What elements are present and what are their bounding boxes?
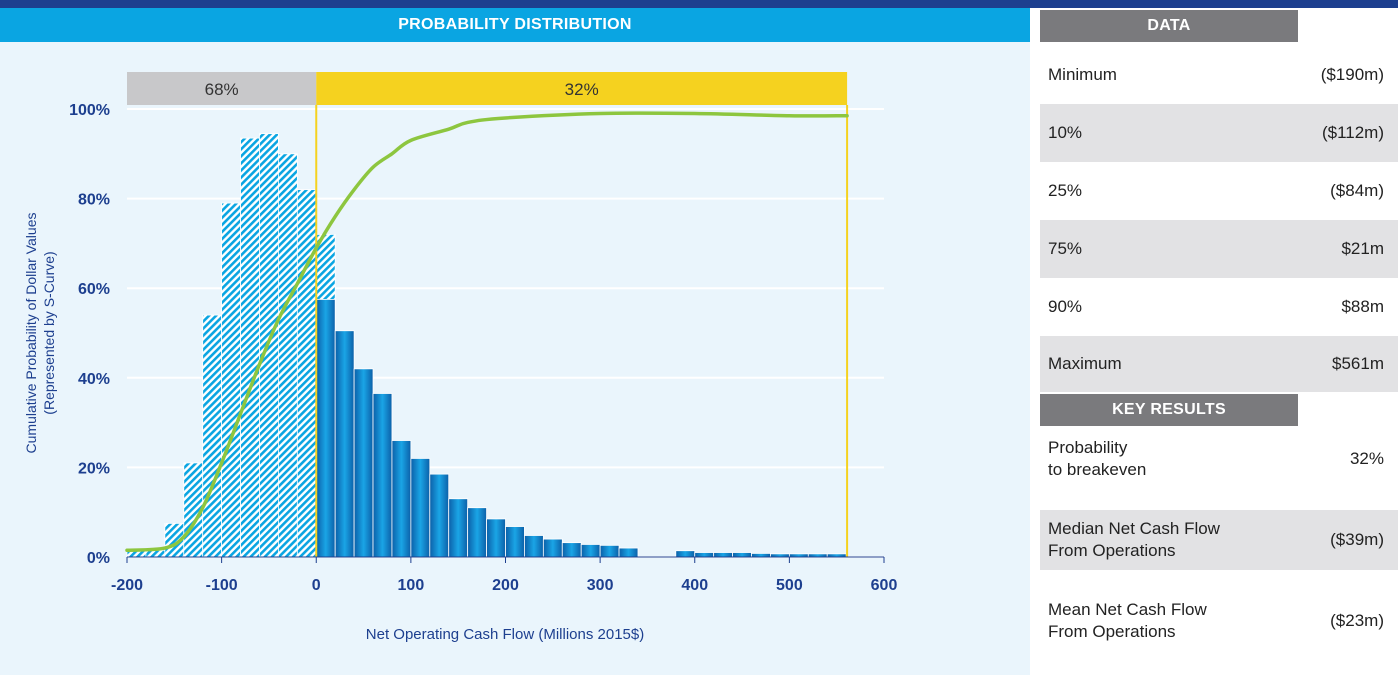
key-row-label-line2: From Operations <box>1048 541 1176 560</box>
data-row-maximum: Maximum $561m <box>1040 336 1398 392</box>
histogram-bar <box>391 440 412 558</box>
histogram-bar-hatched <box>240 137 260 558</box>
x-tick-label: 500 <box>776 577 803 594</box>
histogram-bar <box>410 458 431 558</box>
data-row-value: $88m <box>1341 297 1384 316</box>
histogram-bar <box>618 547 639 558</box>
data-row-label: 25% <box>1048 181 1083 200</box>
data-panel: DATA Minimum ($190m) 10% ($112m) 25% ($8… <box>1030 8 1398 675</box>
distribution-chart: 68% 32% 0% 20% 40% 60% 80% 100% -200 -100 0 100 200 3… <box>23 72 898 643</box>
x-tick-label: -200 <box>111 577 143 594</box>
x-tick-label: 300 <box>587 577 614 594</box>
data-row-value: ($190m) <box>1320 65 1384 84</box>
histogram-bar <box>334 330 355 558</box>
key-row-label: Median Net Cash Flow From Operations <box>1048 518 1220 562</box>
key-row-value: ($23m) <box>1330 611 1384 630</box>
x-tick-label: -100 <box>206 577 238 594</box>
data-row-25: 25% ($84m) <box>1040 162 1398 220</box>
histogram-bar <box>580 544 601 558</box>
histogram-bar <box>429 473 450 558</box>
s-curve-line <box>125 111 849 553</box>
data-header: DATA <box>1040 10 1298 42</box>
data-row-value: $21m <box>1341 239 1384 258</box>
data-row-minimum: Minimum ($190m) <box>1040 46 1398 104</box>
histogram-bar <box>542 538 563 558</box>
data-row-label: 75% <box>1048 239 1083 258</box>
data-row-label: Maximum <box>1048 354 1122 373</box>
data-row-label: Minimum <box>1048 65 1117 84</box>
histogram-bar <box>524 535 544 558</box>
histogram-bar-hatched <box>296 189 317 558</box>
histogram-bar <box>675 550 696 558</box>
x-tick-label: 200 <box>492 577 519 594</box>
histogram-bar <box>315 298 336 558</box>
histogram-bar-hatched <box>202 314 223 558</box>
y-tick-label: 100% <box>69 102 110 119</box>
data-row-value: ($84m) <box>1330 181 1384 200</box>
y-tick-label: 20% <box>78 460 110 477</box>
histogram-bar <box>372 393 393 558</box>
x-tick-label: 400 <box>681 577 708 594</box>
y-axis-label-line2: (Represented by S-Curve) <box>41 251 57 414</box>
key-row-value: 32% <box>1349 449 1384 468</box>
key-row-label-line1: Mean Net Cash Flow <box>1048 600 1207 619</box>
key-row-label-line1: Median Net Cash Flow <box>1048 519 1220 538</box>
data-row-90: 90% $88m <box>1040 278 1398 336</box>
data-row-label: 10% <box>1048 123 1083 142</box>
band-right-label: 32% <box>565 80 599 99</box>
histogram-bar <box>467 507 487 558</box>
x-tick-label: 600 <box>871 577 898 594</box>
panel-title: PROBABILITY DISTRIBUTION <box>0 8 1030 42</box>
histogram-bar-hatched <box>221 202 241 558</box>
key-results-header: KEY RESULTS <box>1040 394 1298 426</box>
histogram-bar <box>751 553 771 558</box>
histogram-bar <box>486 518 506 558</box>
key-row-mean: Mean Net Cash Flow From Operations ($23m… <box>1040 590 1398 652</box>
key-row-label-line2: to breakeven <box>1048 460 1147 479</box>
histogram-bar <box>732 552 752 558</box>
x-tick-label: 100 <box>398 577 425 594</box>
band-right <box>316 72 848 105</box>
data-row-10: 10% ($112m) <box>1040 104 1398 162</box>
histogram-bar <box>713 552 733 558</box>
data-row-value: $561m <box>1332 354 1384 373</box>
key-row-label-line1: Probability <box>1048 438 1128 457</box>
y-axis-label-line1: Cumulative Probability of Dollar Values <box>23 213 39 454</box>
histogram-bar <box>599 544 620 558</box>
histogram-bar <box>353 368 374 558</box>
y-tick-label: 80% <box>78 192 110 209</box>
data-row-value: ($112m) <box>1321 123 1384 142</box>
key-row-breakeven: Probability to breakeven 32% <box>1040 428 1398 490</box>
data-row-75: 75% $21m <box>1040 220 1398 278</box>
histogram-bar <box>448 498 469 558</box>
y-tick-label: 0% <box>87 550 110 567</box>
key-row-label-line2: From Operations <box>1048 622 1176 641</box>
key-row-value: ($39m) <box>1330 530 1384 549</box>
data-row-label: 90% <box>1048 297 1083 316</box>
x-tick-label: 0 <box>312 577 321 594</box>
histogram-bar <box>561 542 582 558</box>
y-tick-label: 40% <box>78 371 110 388</box>
band-left <box>127 72 317 105</box>
histogram-bar-hatched <box>277 153 298 558</box>
key-row-label: Probability to breakeven <box>1048 437 1146 481</box>
x-axis-label: Net Operating Cash Flow (Millions 2015$) <box>366 626 644 643</box>
histogram-bar <box>694 552 715 558</box>
probability-distribution-panel: PROBABILITY DISTRIBUTION 68% 32% 0% 20% 40% 6… <box>0 8 1030 675</box>
band-left-label: 68% <box>205 80 239 99</box>
key-row-median: Median Net Cash Flow From Operations ($3… <box>1040 510 1398 570</box>
top-accent-bar <box>0 0 1398 8</box>
histogram-bar <box>505 526 525 558</box>
y-tick-label: 60% <box>78 281 110 298</box>
key-row-label: Mean Net Cash Flow From Operations <box>1048 599 1207 643</box>
